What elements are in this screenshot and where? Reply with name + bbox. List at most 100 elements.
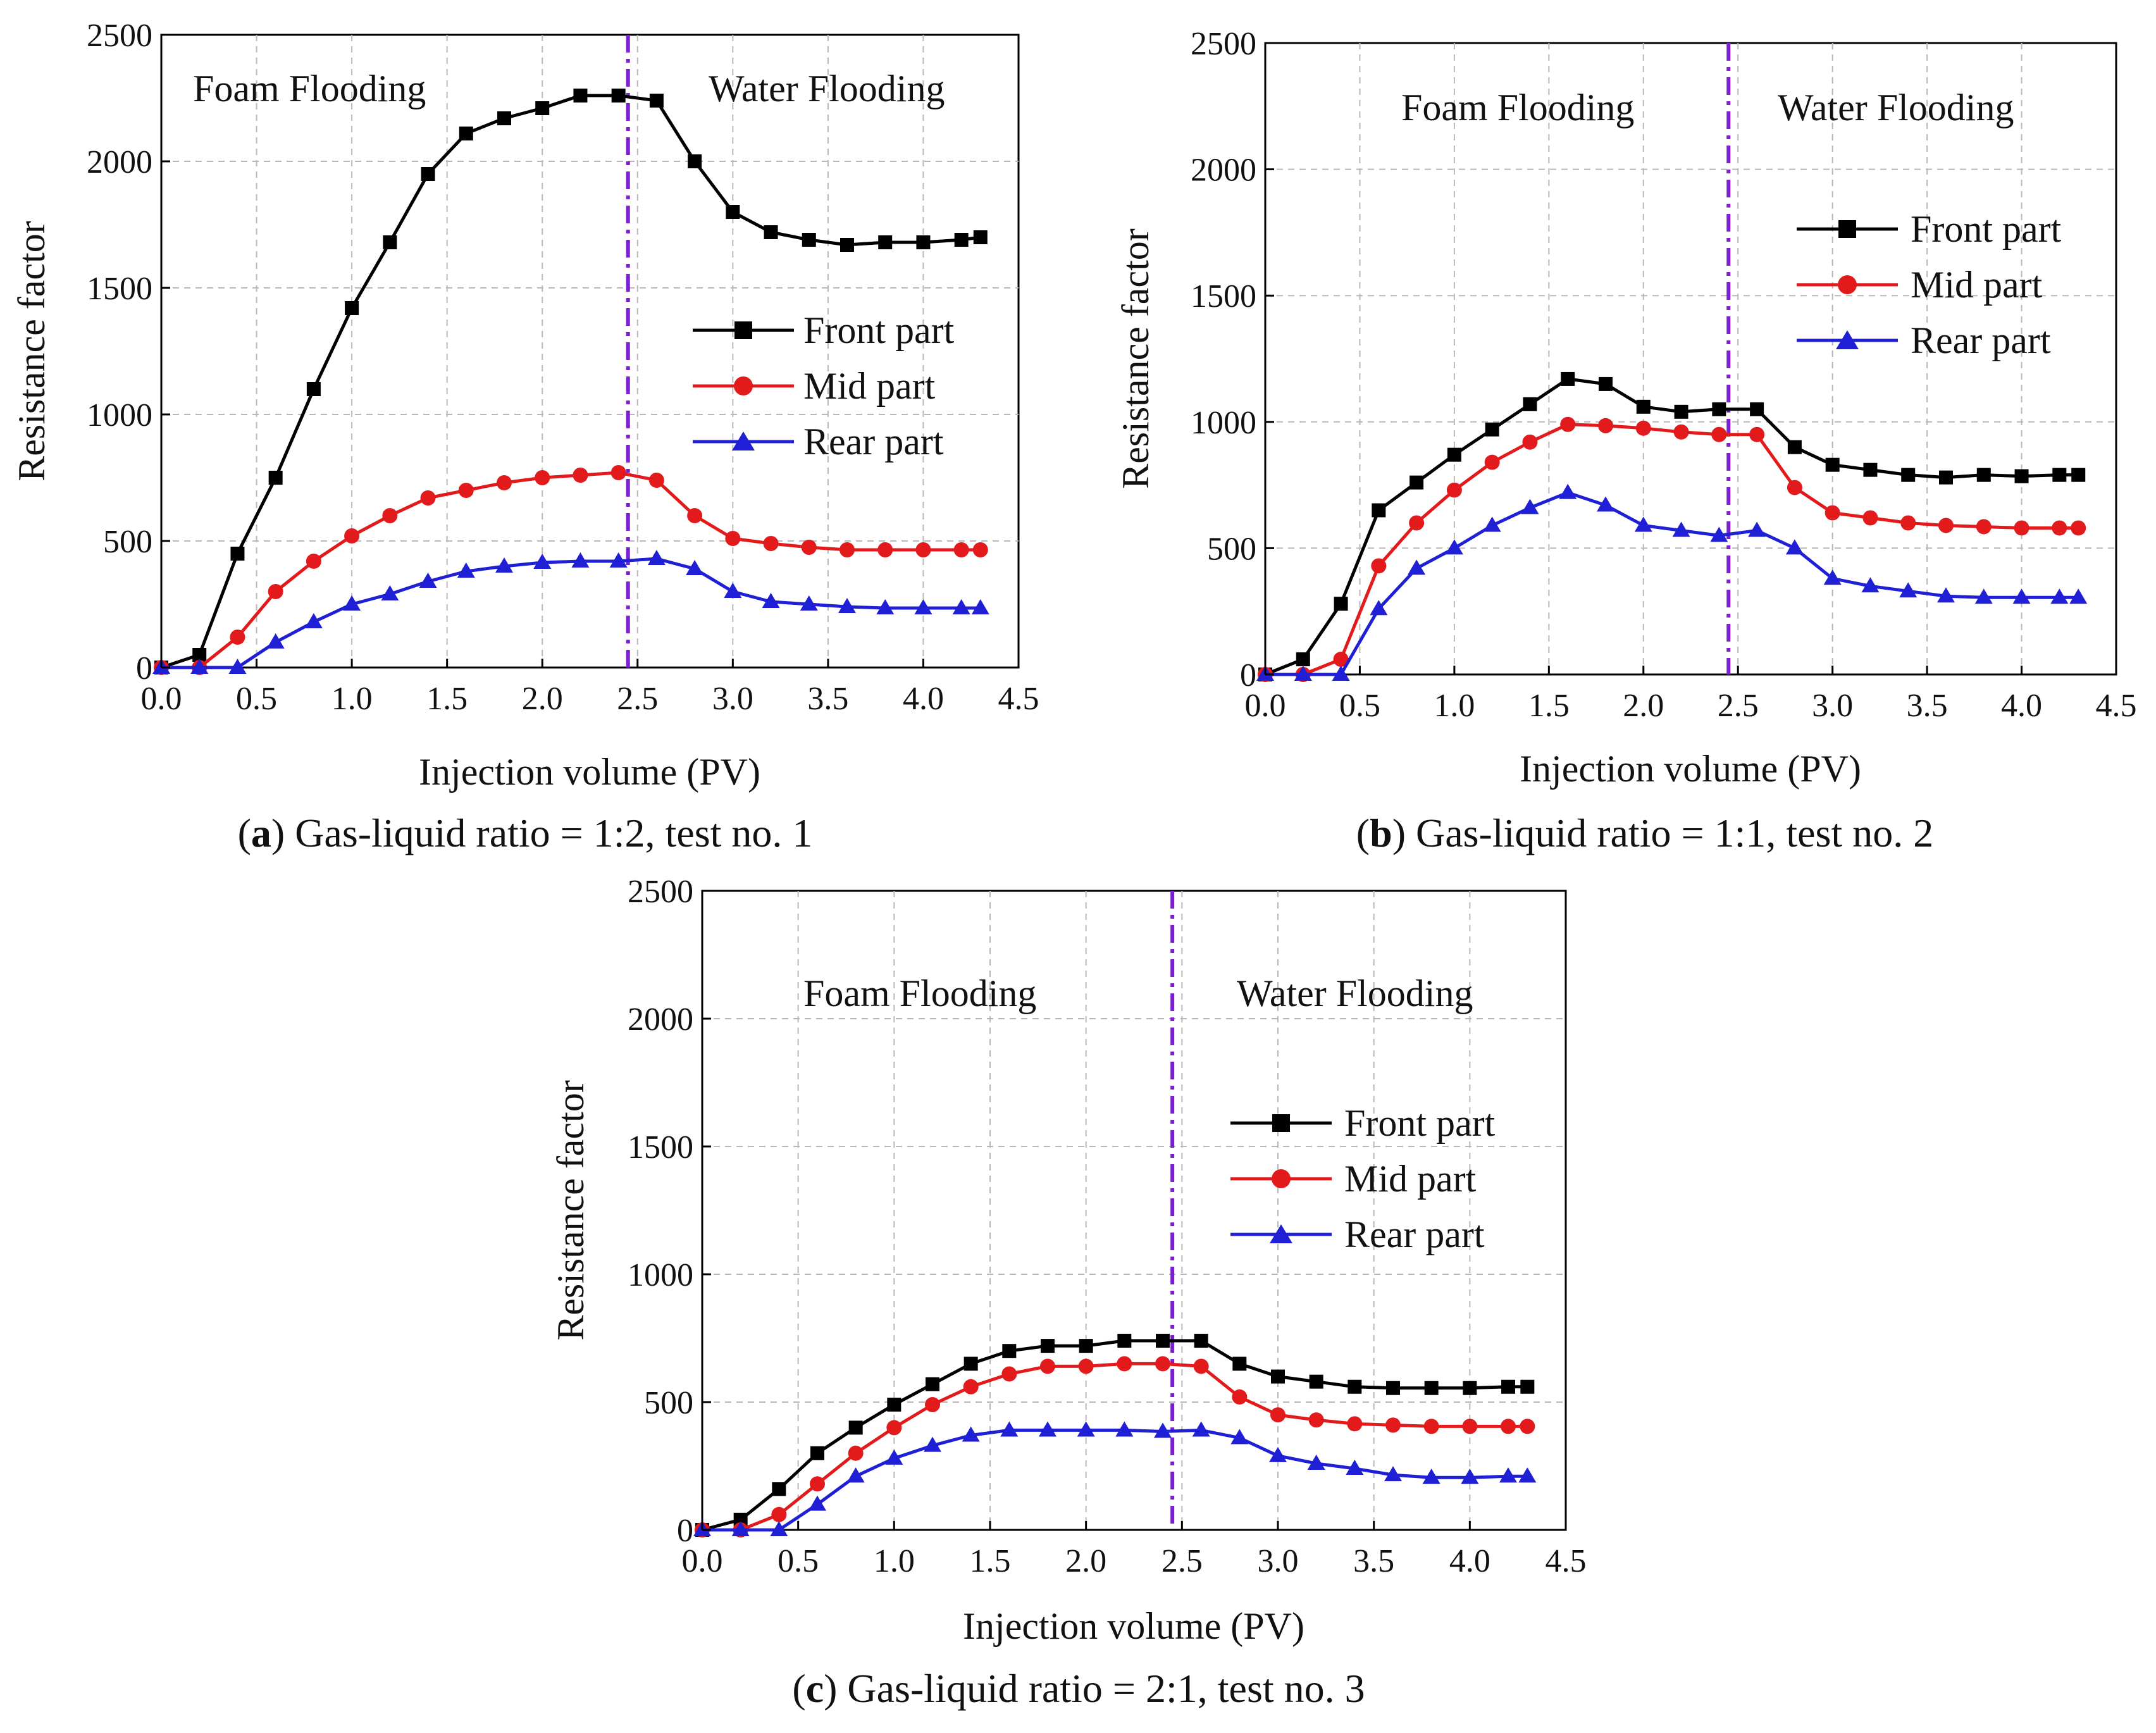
legend-marker-front: [1272, 1114, 1290, 1132]
x-tick-label: 0.0: [141, 681, 182, 717]
data-point-rear: [1672, 521, 1690, 537]
data-point-rear: [1974, 588, 1993, 604]
x-tick-label: 2.0: [522, 681, 563, 717]
caption-text: Gas-liquid ratio = 1:2, test no. 1: [285, 811, 812, 855]
data-point-rear: [2012, 588, 2031, 604]
legend: Front part Mid part Rear part: [1230, 1102, 1496, 1255]
data-point-rear: [1748, 521, 1766, 537]
data-point-rear: [1408, 559, 1426, 575]
data-point-mid: [1673, 424, 1689, 440]
data-point-rear: [962, 1426, 980, 1442]
x-tick-label: 1.5: [426, 681, 468, 717]
y-tick-label: 2000: [1191, 152, 1256, 189]
x-tick-label: 2.0: [1623, 688, 1664, 724]
caption-letter: c: [806, 1666, 824, 1711]
y-tick-label: 1000: [628, 1257, 693, 1293]
data-point-mid: [763, 536, 779, 551]
data-point-rear: [1115, 1421, 1134, 1437]
data-point-front: [1636, 399, 1651, 414]
data-point-rear: [1370, 600, 1388, 616]
legend-marker-mid: [1272, 1169, 1291, 1188]
data-point-rear: [1937, 587, 1955, 603]
data-point-front: [1334, 597, 1348, 611]
legend-marker-rear: [1836, 330, 1859, 349]
data-point-front: [1409, 475, 1424, 490]
data-point-rear: [914, 599, 932, 614]
data-point-rear: [770, 1521, 788, 1536]
data-point-rear: [1422, 1469, 1440, 1484]
data-point-front: [1079, 1339, 1093, 1353]
data-point-mid: [648, 473, 664, 488]
data-point-mid: [1385, 1417, 1401, 1433]
legend-marker-mid: [734, 376, 753, 395]
data-point-mid: [1900, 515, 1916, 531]
y-tick-label: 500: [644, 1385, 693, 1421]
data-point-front: [2014, 469, 2029, 483]
legend-entry-rear: Rear part: [1230, 1214, 1485, 1255]
data-point-rear: [647, 550, 666, 565]
data-point-front: [497, 111, 511, 125]
x-tick-label: 3.5: [807, 681, 848, 717]
data-point-rear: [1000, 1421, 1019, 1437]
data-point-rear: [1445, 539, 1463, 555]
data-point-rear: [495, 557, 513, 573]
x-axis-title: Injection volume (PV): [1520, 748, 1861, 790]
data-point-mid: [1232, 1389, 1248, 1405]
data-point-front: [848, 1420, 863, 1435]
data-point-front: [1599, 376, 1613, 391]
data-point-rear: [2050, 588, 2069, 604]
panel-caption: (a) Gas-liquid ratio = 1:2, test no. 1: [238, 811, 813, 855]
legend-label-rear: Rear part: [803, 421, 944, 463]
legend-label-mid: Mid part: [1344, 1158, 1477, 1200]
data-point-rear: [1346, 1460, 1364, 1475]
data-point-mid: [1371, 558, 1387, 574]
data-point-mid: [771, 1506, 787, 1522]
data-point-mid: [839, 542, 855, 557]
data-point-mid: [1787, 480, 1802, 495]
x-tick-label: 3.0: [1258, 1543, 1299, 1579]
data-point-mid: [1333, 652, 1349, 668]
data-point-rear: [1861, 577, 1880, 593]
legend-entry-mid: Mid part: [1797, 264, 2043, 306]
y-tick-label: 2500: [87, 18, 152, 54]
data-point-front: [1386, 1381, 1400, 1395]
data-point-rear: [838, 598, 856, 613]
x-tick-label: 4.5: [998, 681, 1039, 717]
data-point-front: [887, 1398, 901, 1412]
x-tick-label: 0.0: [682, 1543, 723, 1579]
data-point-mid: [230, 630, 245, 645]
x-tick-label: 3.5: [1907, 688, 1948, 724]
data-point-rear: [724, 583, 742, 598]
data-point-mid: [1711, 426, 1727, 442]
data-point-rear: [1899, 582, 1917, 598]
data-point-rear: [457, 562, 475, 578]
x-tick-label: 0.0: [1245, 688, 1286, 724]
data-point-rear: [1192, 1421, 1210, 1437]
data-point-front: [802, 233, 816, 247]
data-point-front: [230, 547, 245, 561]
data-point-mid: [687, 508, 703, 523]
region-label-foam: Foam Flooding: [193, 68, 426, 109]
data-point-front: [1674, 404, 1688, 419]
y-tick-label: 0: [677, 1513, 693, 1549]
data-point-front: [1750, 402, 1764, 416]
grid-layer: [702, 891, 1566, 1530]
data-point-front: [1825, 457, 1840, 472]
data-point-front: [1901, 468, 1916, 482]
data-point-rear: [1154, 1422, 1172, 1438]
data-point-mid: [1522, 434, 1538, 450]
data-point-mid: [344, 528, 360, 544]
legend-marker-rear: [732, 432, 755, 450]
data-point-rear: [609, 552, 628, 568]
data-point-front: [1296, 652, 1310, 667]
data-point-front: [383, 235, 397, 249]
data-point-mid: [953, 542, 969, 557]
legend-label-rear: Rear part: [1911, 320, 2051, 361]
data-point-rear: [2069, 588, 2088, 604]
legend-label-front: Front part: [803, 309, 955, 351]
data-point-mid: [886, 1420, 902, 1436]
data-point-front: [611, 89, 626, 102]
data-point-rear: [686, 560, 704, 575]
x-tick-label: 4.5: [1546, 1543, 1587, 1579]
legend-label-front: Front part: [1911, 208, 2062, 250]
